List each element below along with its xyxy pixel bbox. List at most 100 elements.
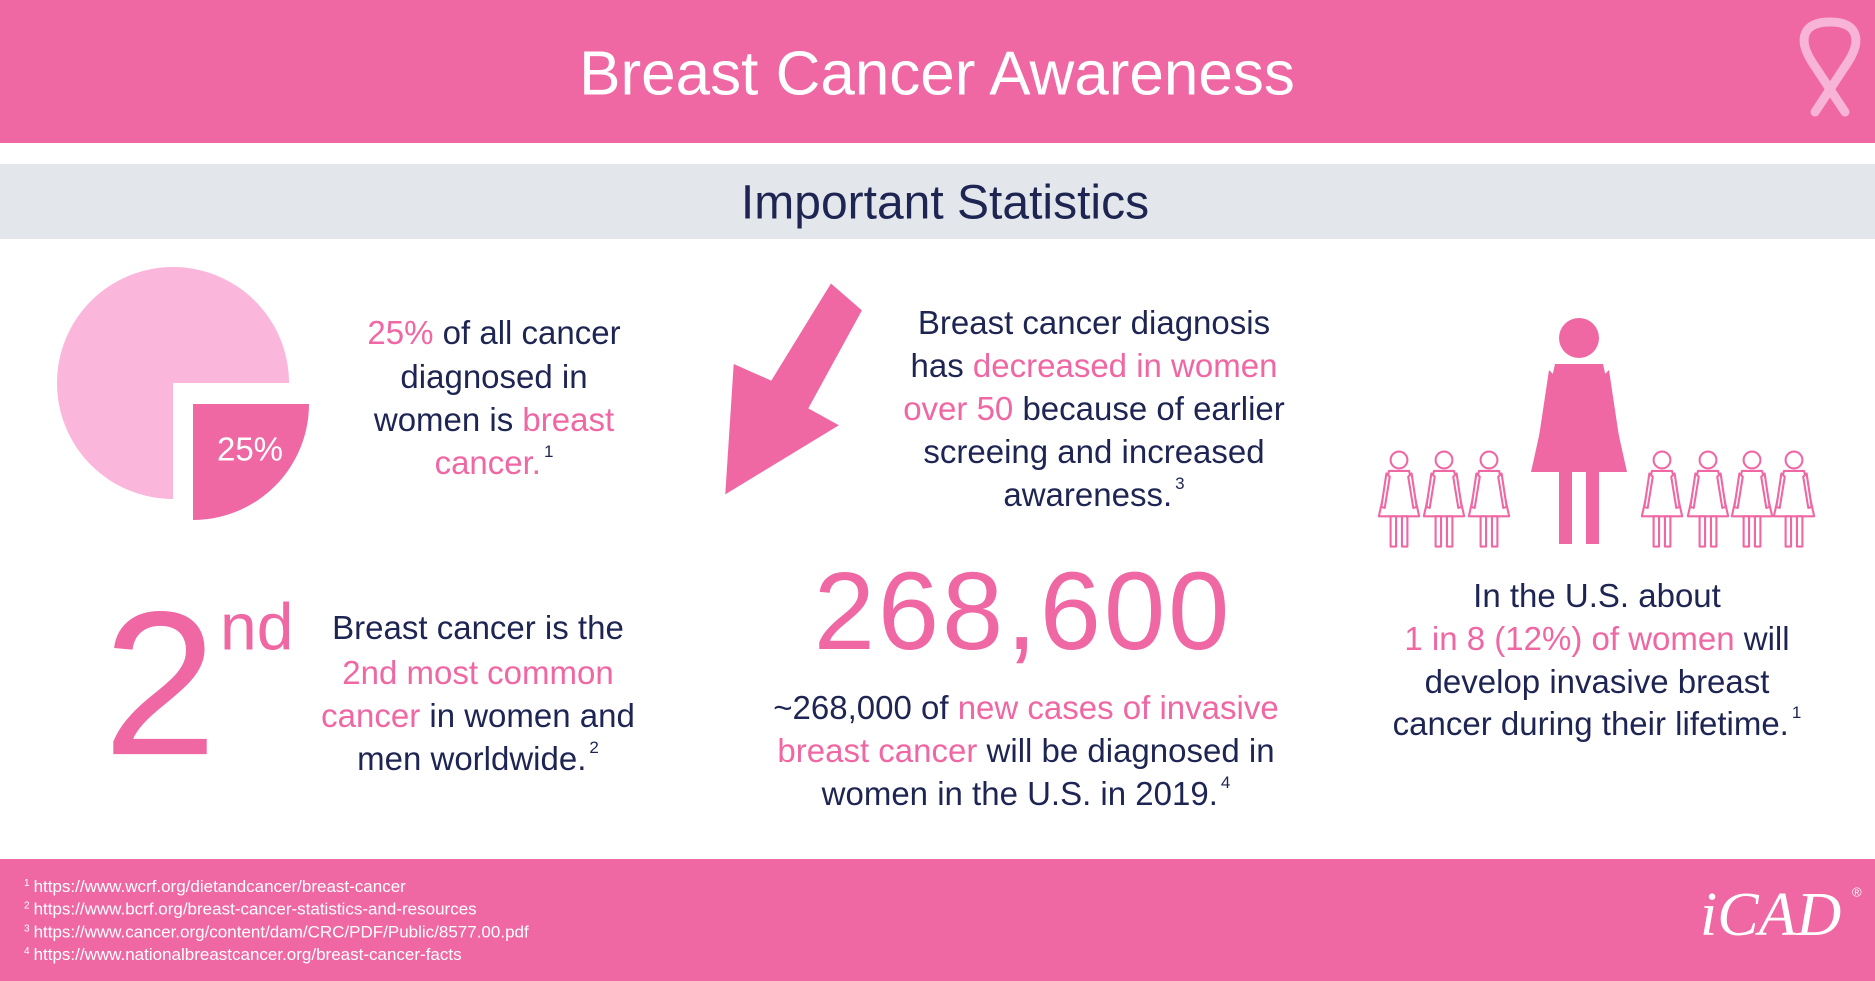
head — [1479, 450, 1499, 470]
text-segment: women in the U.S. in 2019. — [821, 775, 1218, 812]
pie — [57, 267, 309, 520]
arm — [1643, 472, 1654, 509]
leg — [1742, 515, 1751, 548]
text-segment: diagnosed in — [400, 358, 587, 395]
women-icons — [1377, 318, 1816, 548]
leg — [1490, 515, 1499, 548]
leg — [1709, 515, 1718, 548]
text-segment: will — [1735, 620, 1790, 657]
stat-line: has decreased in women — [911, 347, 1278, 384]
leg — [1434, 515, 1443, 548]
woman-icon — [1772, 450, 1816, 548]
stat-line: breast cancer will be diagnosed in — [777, 732, 1274, 769]
text-segment: 1 in 8 (12%) of women — [1404, 620, 1734, 657]
text-segment: breast cancer — [777, 732, 977, 769]
arm — [1733, 472, 1744, 509]
text-segment: 25% — [367, 314, 433, 351]
stat-line: In the U.S. about — [1473, 577, 1721, 614]
leg — [1784, 515, 1793, 548]
arm — [1452, 472, 1463, 509]
pie-rest — [57, 267, 289, 499]
arm — [1470, 472, 1481, 509]
head — [1742, 450, 1762, 470]
page-title: Breast Cancer Awareness — [579, 39, 1295, 108]
footnote: 2 https://www.bcrf.org/breast-cancer-stat… — [24, 900, 477, 919]
leg — [1698, 515, 1707, 548]
leg — [1652, 515, 1661, 548]
head — [1698, 450, 1718, 470]
footnote-url: https://www.nationalbreastcancer.org/bre… — [34, 946, 462, 965]
text-segment: has — [911, 347, 973, 384]
text-segment: cancer. — [435, 444, 541, 481]
head — [1559, 318, 1599, 358]
arm — [1497, 472, 1508, 509]
stat-line: develop invasive breast — [1425, 663, 1770, 700]
stat-line: over 50 because of earlier — [903, 390, 1285, 427]
ribbon-icon — [1799, 17, 1861, 117]
arm — [1716, 472, 1727, 509]
text-segment: Breast cancer diagnosis — [918, 304, 1270, 341]
stat-texts: 25% of all cancer diagnosed in women is br… — [321, 304, 1801, 812]
leg — [1586, 472, 1599, 544]
superscript: 1 — [544, 442, 553, 461]
text-segment: because of earlier — [1013, 390, 1285, 427]
footnote-number: 2 — [24, 900, 30, 911]
superscript: 2 — [589, 738, 598, 757]
leg — [1663, 515, 1672, 548]
footer-band — [0, 859, 1875, 981]
pie-label: 25% — [217, 431, 283, 468]
head — [1389, 450, 1409, 470]
footnote: 3 https://www.cancer.org/content/dam/CRC/… — [24, 923, 529, 942]
text-segment: cancer during their lifetime. — [1393, 705, 1789, 742]
pie-slice — [193, 404, 309, 520]
footnote-url: https://www.bcrf.org/breast-cancer-stati… — [34, 900, 477, 919]
stat-line: 25% of all cancer — [367, 314, 620, 351]
leg — [1445, 515, 1454, 548]
text-segment: 2nd most common — [342, 654, 613, 691]
superscript: 1 — [1792, 703, 1801, 722]
section-title: Important Statistics — [741, 177, 1149, 230]
woman-icon — [1640, 450, 1684, 548]
text-segment: screeing and increased — [923, 433, 1264, 470]
arm — [1775, 472, 1786, 509]
stat-line: 2nd most common — [342, 654, 613, 691]
text-segment: In the U.S. about — [1473, 577, 1721, 614]
head — [1434, 450, 1454, 470]
arm — [1760, 472, 1771, 509]
text-segment: ~268,000 of — [773, 689, 957, 726]
leg — [1389, 515, 1398, 548]
footnote-url: https://www.cancer.org/content/dam/CRC/P… — [34, 923, 529, 942]
leg — [1795, 515, 1804, 548]
superscript: 4 — [1221, 773, 1230, 792]
footnote-number: 1 — [24, 878, 30, 889]
stat-line: diagnosed in — [400, 358, 587, 395]
rank-number: 2 — [103, 569, 217, 798]
text-segment: men worldwide. — [357, 740, 586, 777]
woman-icon — [1467, 450, 1511, 548]
stat-line: cancer in women and — [321, 697, 635, 734]
text-segment: awareness. — [1003, 476, 1172, 513]
stat-line: 1 in 8 (12%) of women will — [1404, 620, 1789, 657]
down-arrow — [725, 283, 862, 495]
logo: iCAD — [1700, 881, 1841, 949]
head — [1652, 450, 1672, 470]
woman-icon — [1686, 450, 1730, 548]
arm — [1537, 370, 1557, 452]
stat-line: cancer during their lifetime. 1 — [1393, 703, 1802, 741]
footnote: 4 https://www.nationalbreastcancer.org/br… — [24, 946, 462, 965]
woman-icon — [1377, 450, 1421, 548]
arm — [1425, 472, 1436, 509]
stat-line: women is breast — [373, 401, 614, 438]
footnote-number: 3 — [24, 923, 30, 934]
leg — [1753, 515, 1762, 548]
stat-line: screeing and increased — [923, 433, 1264, 470]
text-segment: develop invasive breast — [1425, 663, 1770, 700]
woman-icon — [1531, 318, 1627, 544]
head — [1784, 450, 1804, 470]
header-band — [0, 0, 1875, 143]
leg — [1479, 515, 1488, 548]
arm — [1802, 472, 1813, 509]
text-segment: women is — [373, 401, 523, 438]
stat-line: awareness. 3 — [1003, 474, 1184, 512]
